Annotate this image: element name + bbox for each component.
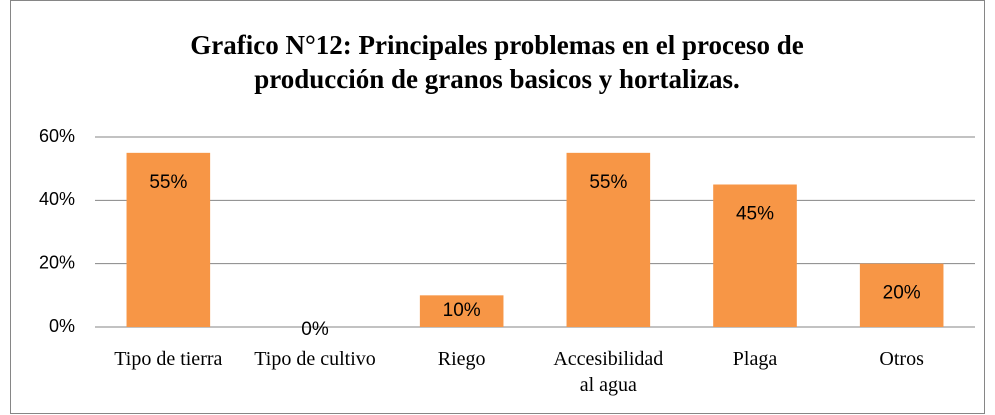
x-tick-label: Accesibilidad al agua — [553, 348, 664, 396]
bar — [566, 152, 651, 327]
y-tick-label: 0% — [49, 316, 75, 336]
x-tick-label: Riego — [437, 348, 486, 370]
bar — [419, 295, 504, 327]
value-label: 45% — [736, 204, 774, 225]
value-label: 20% — [883, 283, 921, 304]
bar — [713, 184, 797, 327]
bar — [859, 263, 944, 327]
chart-title: producción de granos basicos y hortaliza… — [254, 64, 740, 94]
value-label: 55% — [589, 172, 627, 193]
bar — [126, 152, 211, 327]
value-label: 0% — [301, 319, 329, 340]
y-tick-label: 20% — [39, 252, 75, 272]
y-tick-label: 40% — [39, 189, 75, 209]
value-label: 10% — [443, 300, 481, 321]
value-label: 55% — [149, 172, 187, 193]
x-tick-label: Tipo de cultivo — [254, 348, 376, 370]
chart-title: Grafico N°12: Principales problemas en e… — [190, 30, 803, 60]
x-tick-label: Plaga — [732, 348, 778, 370]
x-tick-label: Otros — [879, 348, 924, 370]
x-tick-label: Tipo de tierra — [114, 348, 223, 370]
y-tick-label: 60% — [39, 126, 75, 146]
